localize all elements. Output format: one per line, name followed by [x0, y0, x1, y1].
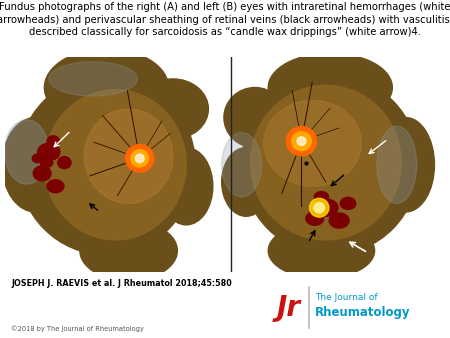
- Ellipse shape: [18, 75, 195, 255]
- Ellipse shape: [47, 136, 59, 147]
- Ellipse shape: [377, 126, 417, 203]
- Circle shape: [297, 137, 306, 145]
- Ellipse shape: [224, 88, 286, 148]
- Ellipse shape: [40, 158, 53, 167]
- Ellipse shape: [377, 118, 434, 212]
- Ellipse shape: [314, 199, 338, 216]
- Ellipse shape: [138, 79, 208, 139]
- Ellipse shape: [38, 143, 60, 161]
- Ellipse shape: [268, 223, 374, 279]
- Circle shape: [131, 150, 148, 167]
- Circle shape: [126, 145, 154, 172]
- Text: B: B: [232, 67, 240, 77]
- Ellipse shape: [80, 221, 177, 281]
- Circle shape: [135, 154, 144, 163]
- Ellipse shape: [84, 109, 173, 203]
- Ellipse shape: [45, 90, 186, 240]
- Text: Rheumatology: Rheumatology: [315, 307, 411, 319]
- Ellipse shape: [340, 197, 356, 210]
- Ellipse shape: [329, 213, 349, 228]
- Ellipse shape: [2, 118, 69, 212]
- Ellipse shape: [222, 148, 270, 216]
- Ellipse shape: [45, 49, 168, 126]
- Text: JOSEPH J. RAEVIS et al. J Rheumatol 2018;45:580: JOSEPH J. RAEVIS et al. J Rheumatol 2018…: [11, 279, 232, 288]
- Ellipse shape: [251, 86, 401, 240]
- Ellipse shape: [242, 75, 419, 255]
- Text: arrowheads) and perivascular sheathing of retinal veins (black arrowheads) with : arrowheads) and perivascular sheathing o…: [0, 15, 450, 25]
- Circle shape: [314, 202, 324, 213]
- Circle shape: [286, 126, 316, 156]
- Ellipse shape: [264, 100, 361, 186]
- Text: A: A: [13, 67, 21, 77]
- Ellipse shape: [47, 180, 64, 193]
- Circle shape: [310, 198, 329, 217]
- Ellipse shape: [33, 166, 51, 181]
- Ellipse shape: [222, 132, 261, 197]
- Text: described classically for sarcoidosis as “candle wax drippings” (white arrow)4.: described classically for sarcoidosis as…: [29, 27, 421, 38]
- Ellipse shape: [32, 154, 43, 163]
- Ellipse shape: [306, 212, 324, 225]
- Ellipse shape: [4, 120, 49, 184]
- Ellipse shape: [315, 192, 328, 202]
- Circle shape: [292, 132, 311, 151]
- Text: The Journal of: The Journal of: [315, 293, 378, 302]
- Text: ©2018 by The Journal of Rheumatology: ©2018 by The Journal of Rheumatology: [11, 325, 144, 332]
- Ellipse shape: [58, 156, 71, 169]
- Text: Jr: Jr: [277, 294, 301, 321]
- Ellipse shape: [268, 53, 392, 122]
- Ellipse shape: [49, 62, 138, 96]
- Ellipse shape: [160, 148, 213, 225]
- Text: Fundus photographs of the right (A) and left (B) eyes with intraretinal hemorrha: Fundus photographs of the right (A) and …: [0, 2, 450, 12]
